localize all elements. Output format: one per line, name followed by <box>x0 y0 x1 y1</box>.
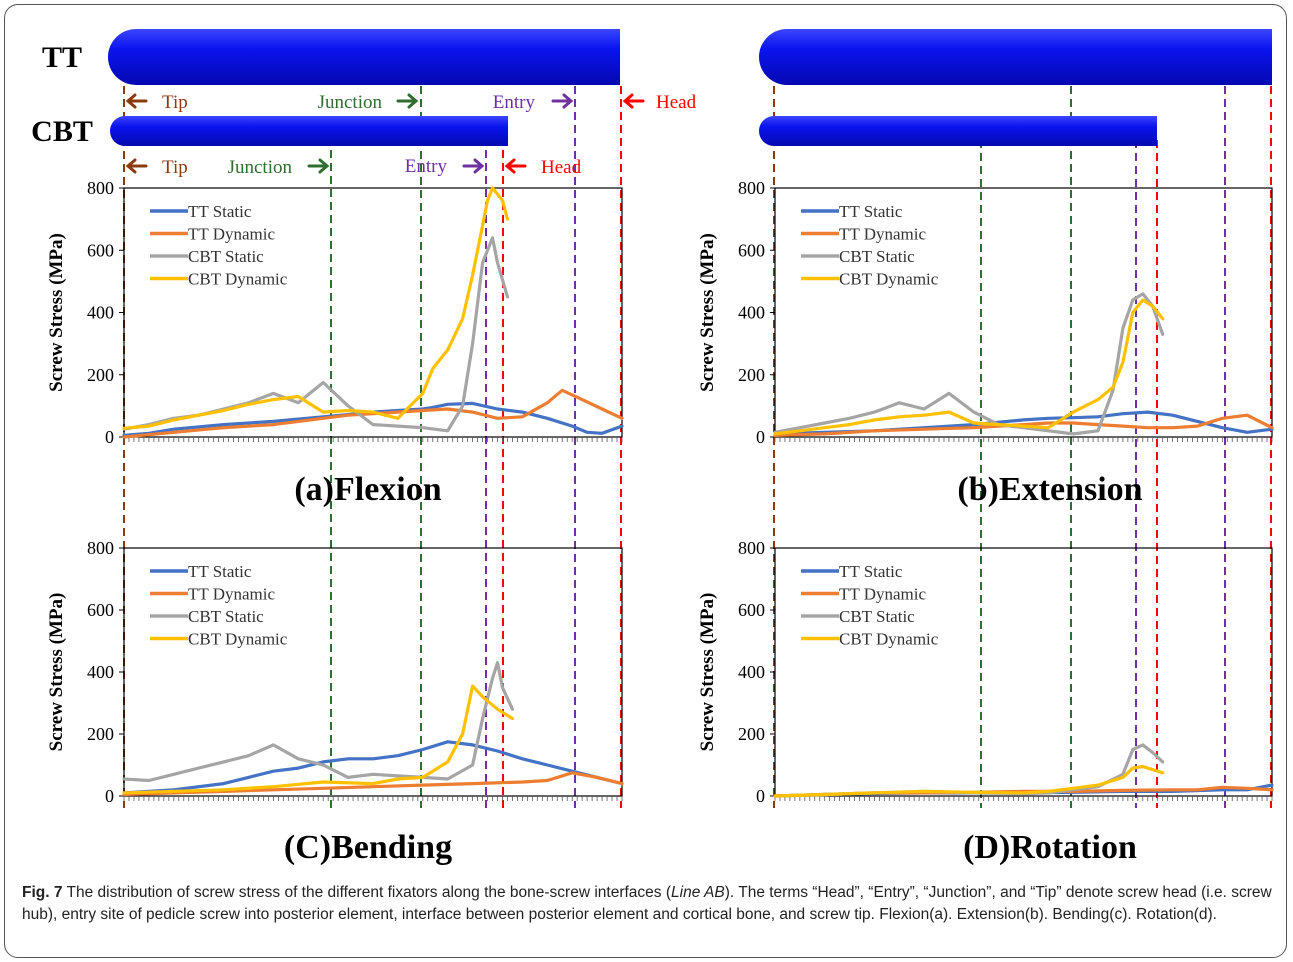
legend-label: TT Dynamic <box>839 585 926 604</box>
y-tick-label: 600 <box>738 240 765 260</box>
series-line-tt-dynamic <box>773 413 1274 437</box>
legend-label: TT Static <box>188 562 252 581</box>
tt-screw-right <box>759 29 1272 85</box>
y-tick-label: 800 <box>87 538 114 558</box>
y-tick-label: 400 <box>738 303 765 323</box>
cbt-screw-right <box>759 116 1157 146</box>
tt-screw-left <box>108 29 620 85</box>
y-tick-label: 800 <box>738 538 765 558</box>
chart-panel-4: 0 200 400 600 800 Screw Stress (MPa) TT Static… <box>697 538 1274 866</box>
y-tick-label: 800 <box>738 178 765 198</box>
legend-label: CBT Static <box>188 607 264 626</box>
chart-panel-1: 0 200 400 600 800 Screw Stress (MPa) TT Static… <box>46 178 624 508</box>
series-line-cbt-dynamic <box>122 186 510 430</box>
y-tick-label: 600 <box>87 600 114 620</box>
cbt-screw-left <box>110 116 508 146</box>
cbt-head-arrow <box>504 158 527 174</box>
y-tick-label: 200 <box>87 365 114 385</box>
cbt-junction-label: Junction <box>228 157 293 178</box>
series-line-cbt-static <box>773 743 1165 798</box>
chart-panel-3: 0 200 400 600 800 Screw Stress (MPa) TT Static… <box>46 538 624 866</box>
legend-label: CBT Dynamic <box>188 630 288 649</box>
y-axis-label: Screw Stress (MPa) <box>46 233 67 392</box>
y-tick-label: 0 <box>105 427 114 447</box>
legend-label: CBT Static <box>188 247 264 266</box>
legend-label: TT Static <box>839 202 903 221</box>
y-tick-label: 400 <box>738 662 765 682</box>
tt-entry-label: Entry <box>493 92 536 113</box>
y-axis-label: Screw Stress (MPa) <box>697 233 718 392</box>
legend-label: TT Dynamic <box>839 225 926 244</box>
chart-panels: 0 200 400 600 800 Screw Stress (MPa) TT Static… <box>46 178 1274 866</box>
series-line-cbt-dynamic <box>773 764 1165 798</box>
y-tick-label: 200 <box>87 724 114 744</box>
chart-panel-2: 0 200 400 600 800 Screw Stress (MPa) TT Static… <box>697 178 1274 508</box>
tt-tip-arrow <box>125 93 148 109</box>
legend-label: TT Static <box>188 202 252 221</box>
y-tick-label: 600 <box>738 600 765 620</box>
legend-label: CBT Static <box>839 247 915 266</box>
series-line-tt-static <box>122 740 624 795</box>
legend-label: CBT Static <box>839 607 915 626</box>
cbt-entry-label: Entry <box>405 156 448 177</box>
tt-head-arrow <box>622 93 645 109</box>
panel-title: (b)Extension <box>957 471 1142 508</box>
stress-figure: TT CBT Tip Junction Entry Head Tip Junction Entr… <box>31 29 1274 866</box>
legend-label: CBT Dynamic <box>839 630 939 649</box>
cbt-tip-label: Tip <box>162 157 188 178</box>
y-tick-label: 400 <box>87 303 114 323</box>
y-axis-label: Screw Stress (MPa) <box>46 593 67 752</box>
cbt-entry-arrow <box>462 158 485 174</box>
series-line-tt-static <box>122 401 624 437</box>
legend-label: CBT Dynamic <box>839 270 939 289</box>
caption-italic: Line AB <box>671 884 725 901</box>
legend-label: CBT Dynamic <box>188 270 288 289</box>
series-line-cbt-static <box>122 661 515 783</box>
series-line-cbt-static <box>122 236 510 433</box>
figure-frame <box>4 4 1287 958</box>
caption-label: Fig. 7 <box>22 884 63 901</box>
tt-label: TT <box>42 41 82 74</box>
y-tick-label: 600 <box>87 240 114 260</box>
y-tick-label: 0 <box>756 427 765 447</box>
screw-diagrams: TT CBT Tip Junction Entry Head Tip Junction Entr… <box>31 29 1272 178</box>
y-tick-label: 800 <box>87 178 114 198</box>
tt-junction-label: Junction <box>318 92 383 113</box>
tt-junction-arrow <box>396 93 419 109</box>
series-line-cbt-dynamic <box>773 298 1165 436</box>
y-tick-label: 200 <box>738 365 765 385</box>
cbt-tip-arrow <box>125 158 148 174</box>
tt-entry-arrow <box>551 93 574 109</box>
y-tick-label: 400 <box>87 662 114 682</box>
panel-title: (D)Rotation <box>963 829 1137 866</box>
caption-text-end: ). The terms “Head”, “Entry”, “Junction”… <box>22 884 1272 923</box>
y-tick-label: 0 <box>105 786 114 806</box>
series-line-cbt-dynamic <box>122 684 515 795</box>
cbt-head-label: Head <box>541 157 582 178</box>
panel-title: (a)Flexion <box>294 471 441 508</box>
caption-text-start: The distribution of screw stress of the … <box>62 884 672 901</box>
tt-tip-label: Tip <box>162 92 188 113</box>
series-line-cbt-static <box>773 292 1165 436</box>
legend-label: TT Dynamic <box>188 585 275 604</box>
legend-label: TT Dynamic <box>188 225 275 244</box>
y-axis-label: Screw Stress (MPa) <box>697 593 718 752</box>
cbt-junction-arrow <box>307 158 330 174</box>
cbt-label: CBT <box>31 115 93 148</box>
series-line-tt-dynamic <box>122 388 624 439</box>
figure-caption: Fig. 7 The distribution of screw stress … <box>22 882 1274 926</box>
panel-title: (C)Bending <box>284 829 452 866</box>
y-tick-label: 200 <box>738 724 765 744</box>
y-tick-label: 0 <box>756 786 765 806</box>
tt-head-label: Head <box>656 92 697 113</box>
legend-label: TT Static <box>839 562 903 581</box>
